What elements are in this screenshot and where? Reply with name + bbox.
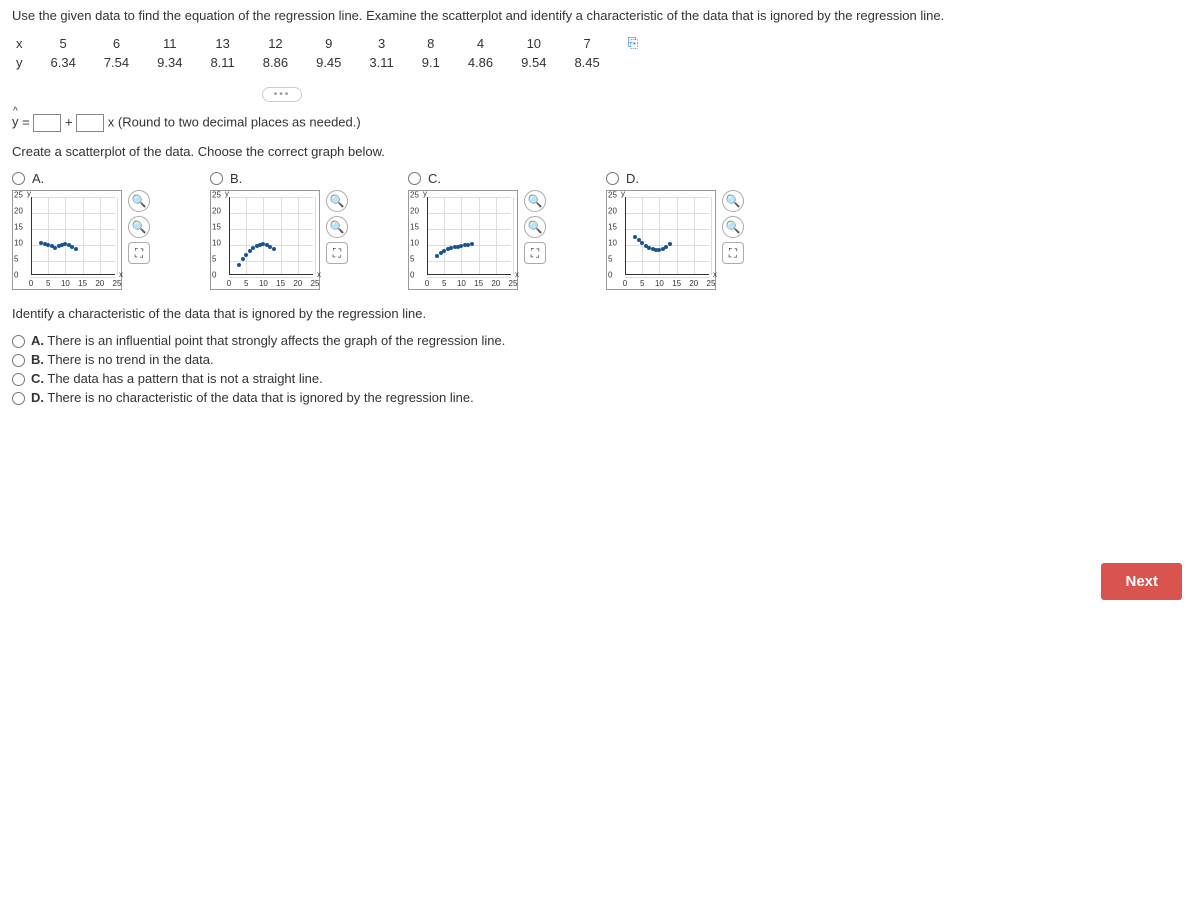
zoom-in-icon[interactable]: 🔍 xyxy=(524,190,546,212)
chart-option-c: C. 05101520250510152025yx 🔍 🔍 ⛶ xyxy=(408,171,546,290)
zoom-in-icon[interactable]: 🔍 xyxy=(326,216,348,238)
zoom-in-icon[interactable]: 🔍 xyxy=(326,190,348,212)
expand-icon[interactable]: ⛶ xyxy=(722,242,744,264)
radio-chart-b[interactable] xyxy=(210,172,223,185)
copy-icon[interactable]: ⎘ xyxy=(614,33,652,53)
next-button[interactable]: Next xyxy=(1101,563,1182,600)
chart-label: A. xyxy=(32,171,44,186)
chart-label: D. xyxy=(626,171,639,186)
table-row: y 6.34 7.54 9.34 8.11 8.86 9.45 3.11 9.1… xyxy=(12,53,652,72)
mini-chart-c: 05101520250510152025yx xyxy=(408,190,518,290)
chart-option-b: B. 05101520250510152025yx 🔍 🔍 ⛶ xyxy=(210,171,348,290)
data-table: x 5 6 11 13 12 9 3 8 4 10 7 ⎘ y 6.34 7.5… xyxy=(12,33,652,72)
mini-chart-a: 05101520250510152025yx xyxy=(12,190,122,290)
equation-line: y = + x (Round to two decimal places as … xyxy=(12,114,1188,132)
radio-mc-a[interactable] xyxy=(12,335,25,348)
chart-option-d: D. 05101520250510152025yx 🔍 🔍 ⛶ xyxy=(606,171,744,290)
instruction-text: Use the given data to find the equation … xyxy=(12,8,1188,23)
row-label: y xyxy=(12,53,37,72)
chart-options-group: A. 05101520250510152025yx 🔍 🔍 ⛶ B. 05101… xyxy=(12,171,1188,290)
chart-label: B. xyxy=(230,171,242,186)
more-indicator-icon[interactable]: ••• xyxy=(262,87,302,102)
mini-chart-b: 05101520250510152025yx xyxy=(210,190,320,290)
expand-icon[interactable]: ⛶ xyxy=(326,242,348,264)
subquestion-1: Create a scatterplot of the data. Choose… xyxy=(12,144,1188,159)
zoom-in-icon[interactable]: 🔍 xyxy=(722,216,744,238)
zoom-in-icon[interactable]: 🔍 xyxy=(128,190,150,212)
chart-option-a: A. 05101520250510152025yx 🔍 🔍 ⛶ xyxy=(12,171,150,290)
row-label: x xyxy=(12,33,37,53)
intercept-input[interactable] xyxy=(33,114,61,132)
zoom-in-icon[interactable]: 🔍 xyxy=(524,216,546,238)
radio-chart-c[interactable] xyxy=(408,172,421,185)
radio-mc-b[interactable] xyxy=(12,354,25,367)
mini-chart-d: 05101520250510152025yx xyxy=(606,190,716,290)
slope-input[interactable] xyxy=(76,114,104,132)
radio-chart-d[interactable] xyxy=(606,172,619,185)
expand-icon[interactable]: ⛶ xyxy=(524,242,546,264)
table-row: x 5 6 11 13 12 9 3 8 4 10 7 ⎘ xyxy=(12,33,652,53)
radio-mc-d[interactable] xyxy=(12,392,25,405)
radio-mc-c[interactable] xyxy=(12,373,25,386)
zoom-in-icon[interactable]: 🔍 xyxy=(128,216,150,238)
chart-label: C. xyxy=(428,171,441,186)
expand-icon[interactable]: ⛶ xyxy=(128,242,150,264)
radio-chart-a[interactable] xyxy=(12,172,25,185)
subquestion-2: Identify a characteristic of the data th… xyxy=(12,306,1188,321)
zoom-in-icon[interactable]: 🔍 xyxy=(722,190,744,212)
